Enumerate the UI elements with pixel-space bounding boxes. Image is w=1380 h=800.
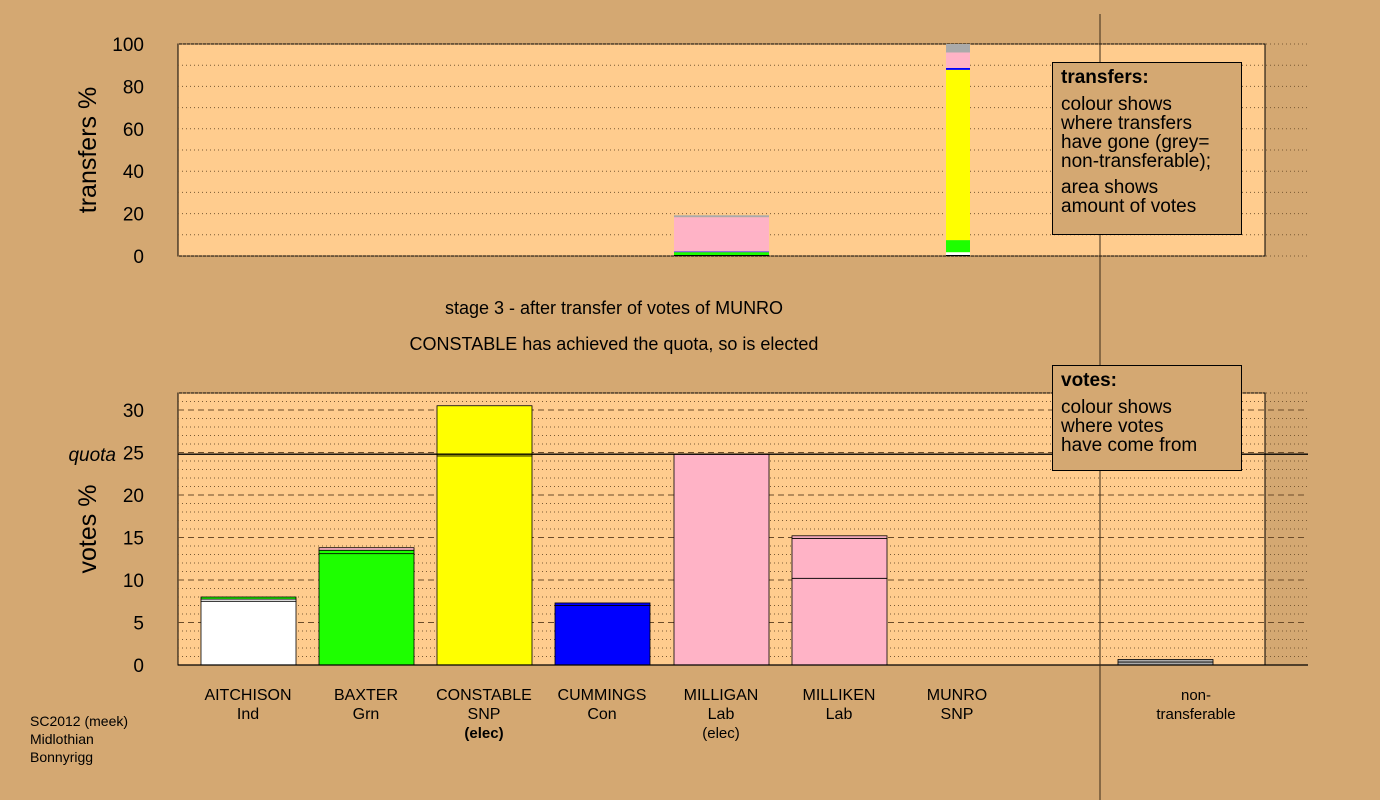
votes-y-tick-label: 30 — [123, 401, 144, 422]
candidate-label-baxter: BAXTER Grn — [307, 686, 425, 724]
candidate-label-milliken: MILLIKEN Lab — [780, 686, 898, 724]
candidate-name: CONSTABLE — [436, 687, 532, 704]
vote-bar-segment — [791, 537, 888, 579]
votes-legend-line: where votes — [1061, 416, 1164, 437]
vote-bar-segment — [436, 405, 533, 457]
transfer-segment — [674, 215, 769, 218]
candidate-party: Con — [587, 706, 617, 723]
vote-bar-segment — [791, 577, 888, 666]
footer-note: SC2012 (meek) Midlothian Bonnyrigg — [30, 712, 128, 766]
candidate-name: AITCHISON — [204, 687, 292, 704]
transfers-y-tick-label: 0 — [133, 247, 144, 268]
transfer-segment — [946, 240, 970, 253]
votes-legend: votes: colour shows where votes have com… — [1052, 365, 1242, 471]
transfers-y-tick-label: 40 — [123, 162, 144, 183]
vote-bar-segment — [318, 549, 415, 555]
transfers-legend-line: amount of votes — [1061, 196, 1197, 217]
candidate-party: SNP — [940, 706, 974, 723]
transfer-segment — [674, 217, 769, 252]
transfer-segment — [946, 44, 970, 53]
vote-bar-segment — [554, 602, 651, 606]
votes-legend-title: votes: — [1061, 370, 1117, 391]
transfers-legend-line: non-transferable); — [1061, 151, 1211, 172]
votes-y-tick-label: 15 — [123, 529, 144, 550]
candidate-name: BAXTER — [333, 687, 398, 704]
transfer-segment — [674, 252, 769, 256]
vote-bar-segment — [200, 596, 297, 600]
candidate-label-constable: CONSTABLE SNP (elec) — [425, 686, 543, 743]
transfer-segment — [674, 251, 769, 253]
vote-bar-segment — [1117, 659, 1214, 663]
votes-y-tick-label: 0 — [133, 656, 144, 677]
transfers-legend-line: have gone (grey= — [1061, 132, 1210, 153]
stage-subtitle: CONSTABLE has achieved the quota, so is … — [409, 334, 819, 354]
vote-bar-segment — [200, 600, 297, 666]
vote-bar-segment — [554, 605, 651, 666]
quota-label: quota — [68, 445, 116, 466]
transfer-segment — [946, 252, 970, 256]
candidate-party: Lab — [707, 706, 735, 723]
candidate-party: SNP — [467, 706, 501, 723]
transfers-y-tick-label: 20 — [123, 205, 144, 226]
transfers-legend: transfers: colour shows where transfers … — [1052, 62, 1242, 235]
candidate-label-cummings: CUMMINGS Con — [543, 686, 661, 724]
votes-y-tick-label: 10 — [123, 571, 144, 592]
candidate-party: Grn — [352, 706, 380, 723]
transfers-y-tick-label: 100 — [112, 35, 144, 56]
votes-legend-line: have come from — [1061, 435, 1198, 456]
votes-y-axis-label: votes % — [74, 485, 102, 574]
candidate-party: Ind — [236, 706, 260, 723]
vote-bar-segment — [673, 453, 770, 666]
transfers-legend-line: area shows — [1061, 177, 1159, 198]
transfer-segment — [946, 67, 970, 70]
candidate-name: MILLIKEN — [802, 687, 876, 704]
vote-bar-segment — [318, 547, 415, 551]
candidate-label-milligan: MILLIGAN Lab (elec) — [662, 686, 780, 743]
votes-y-tick-label: 5 — [133, 614, 144, 635]
votes-y-tick-label: 20 — [123, 486, 144, 507]
stage-title: stage 3 - after transfer of votes of MUN… — [444, 298, 784, 318]
footer-line: Bonnyrigg — [30, 749, 94, 765]
footer-line: SC2012 (meek) — [30, 713, 129, 729]
transfers-y-axis-label: transfers % — [74, 87, 102, 213]
non-transferable-label-line: transferable — [1156, 706, 1236, 723]
candidate-name: MUNRO — [926, 687, 988, 704]
transfers-y-tick-label: 60 — [123, 120, 144, 141]
candidate-status: (elec) — [464, 725, 504, 742]
vote-bar-segment — [791, 535, 888, 539]
votes-y-tick-label: 25 — [123, 444, 144, 465]
candidate-label-munro: MUNRO SNP — [898, 686, 1016, 724]
vote-bar-segment — [318, 553, 415, 666]
transfer-segment — [946, 52, 970, 68]
votes-legend-line: colour shows — [1061, 397, 1172, 418]
candidate-label-aitchison: AITCHISON Ind — [189, 686, 307, 724]
non-transferable-label-line: non- — [1180, 687, 1212, 704]
transfers-legend-title: transfers: — [1061, 67, 1149, 88]
candidate-status: (elec) — [702, 725, 740, 742]
transfers-legend-line: colour shows — [1061, 94, 1172, 115]
candidate-name: CUMMINGS — [557, 687, 647, 704]
candidate-party: Lab — [825, 706, 853, 723]
transfers-legend-line: where transfers — [1061, 113, 1192, 134]
transfers-y-tick-label: 80 — [123, 77, 144, 98]
vote-bar-segment — [436, 455, 533, 666]
candidate-name: MILLIGAN — [683, 687, 759, 704]
footer-line: Midlothian — [30, 731, 94, 747]
non-transferable-label: non- transferable — [1136, 686, 1256, 724]
transfer-segment — [946, 69, 970, 241]
